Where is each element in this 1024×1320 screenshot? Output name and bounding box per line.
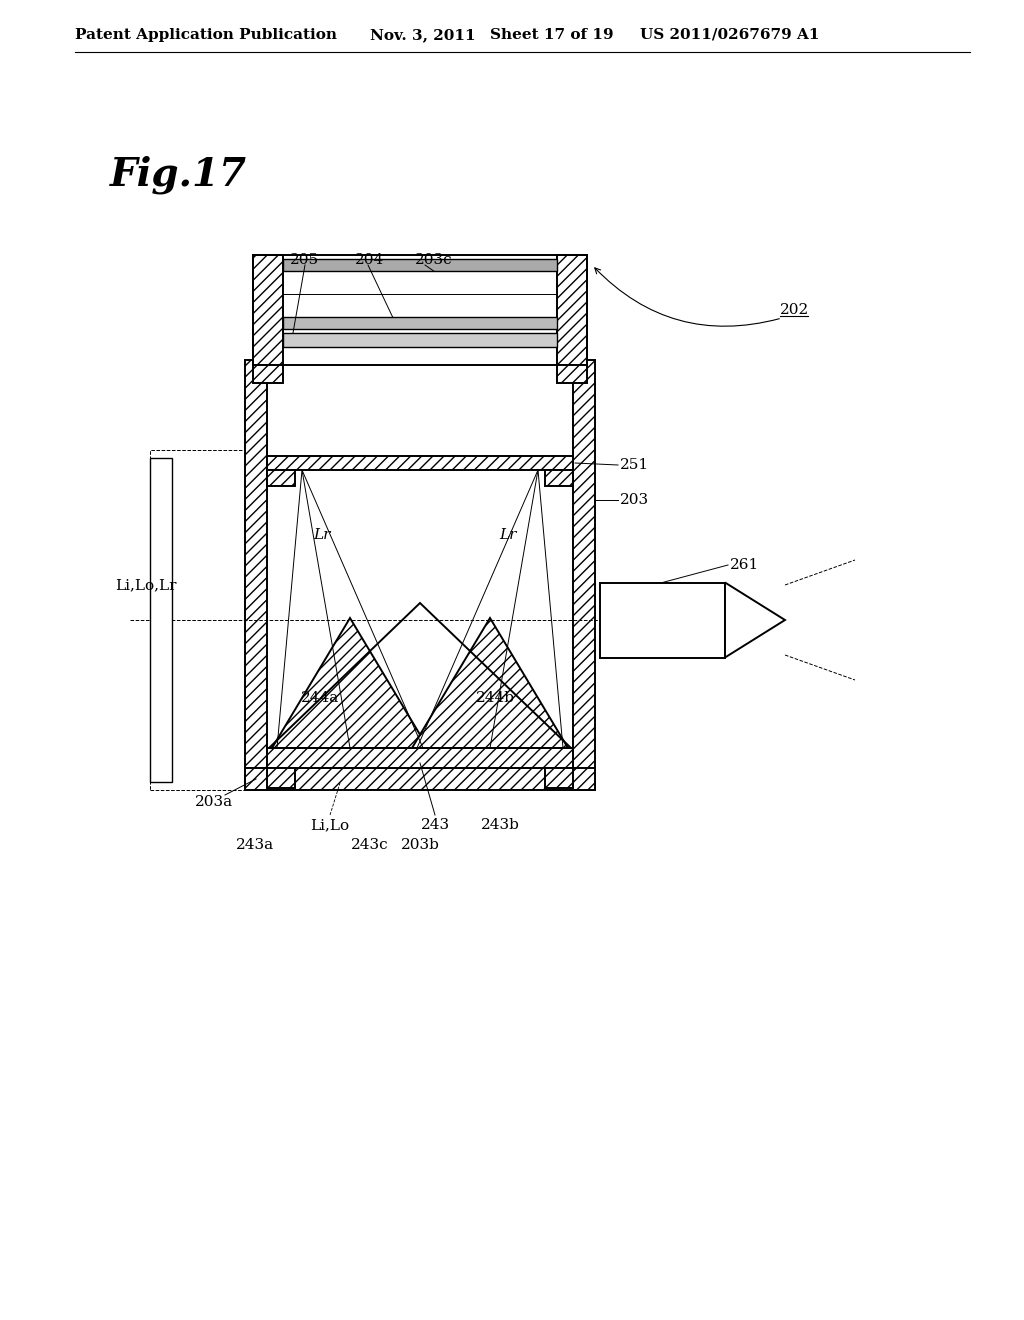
Bar [267,455,573,470]
Bar [150,458,172,781]
Text: 203: 203 [620,492,649,507]
Bar [283,333,557,347]
Bar [545,768,573,788]
Text: US 2011/0267679 A1: US 2011/0267679 A1 [640,28,819,42]
Text: 203c: 203c [415,253,453,267]
Text: 243c: 243c [351,838,389,851]
Bar [245,768,595,789]
Text: Lr: Lr [500,528,517,543]
Text: Nov. 3, 2011: Nov. 3, 2011 [370,28,475,42]
Bar [267,768,295,788]
Text: 244b: 244b [475,690,514,705]
Bar [600,582,725,657]
Text: Fig.17: Fig.17 [110,156,247,194]
Text: 261: 261 [730,558,759,572]
Text: 243a: 243a [236,838,274,851]
Text: Li,Lo,Lr: Li,Lo,Lr [115,578,176,591]
Polygon shape [412,618,568,748]
Bar [267,470,295,486]
Text: 244a: 244a [301,690,339,705]
Bar [557,366,587,383]
Bar [253,255,283,366]
Text: Li,Lo: Li,Lo [310,818,349,832]
Text: Patent Application Publication: Patent Application Publication [75,28,337,42]
Bar [150,450,245,789]
Bar [557,255,587,366]
Text: 203b: 203b [400,838,439,851]
Text: 202: 202 [780,304,809,317]
Bar [545,470,573,486]
Text: 243b: 243b [480,818,519,832]
Text: 205: 205 [290,253,319,267]
Polygon shape [725,582,785,657]
Text: Sheet 17 of 19: Sheet 17 of 19 [490,28,613,42]
Bar [253,255,587,366]
Bar [283,259,557,271]
Text: 251: 251 [620,458,649,473]
Polygon shape [272,618,428,748]
Text: Lr: Lr [313,528,331,543]
Bar [267,748,573,768]
Text: 243: 243 [421,818,450,832]
Text: 204: 204 [355,253,384,267]
Bar [573,360,595,789]
Text: 203a: 203a [195,795,233,809]
Bar [245,360,267,789]
Bar [253,366,283,383]
Bar [283,317,557,329]
